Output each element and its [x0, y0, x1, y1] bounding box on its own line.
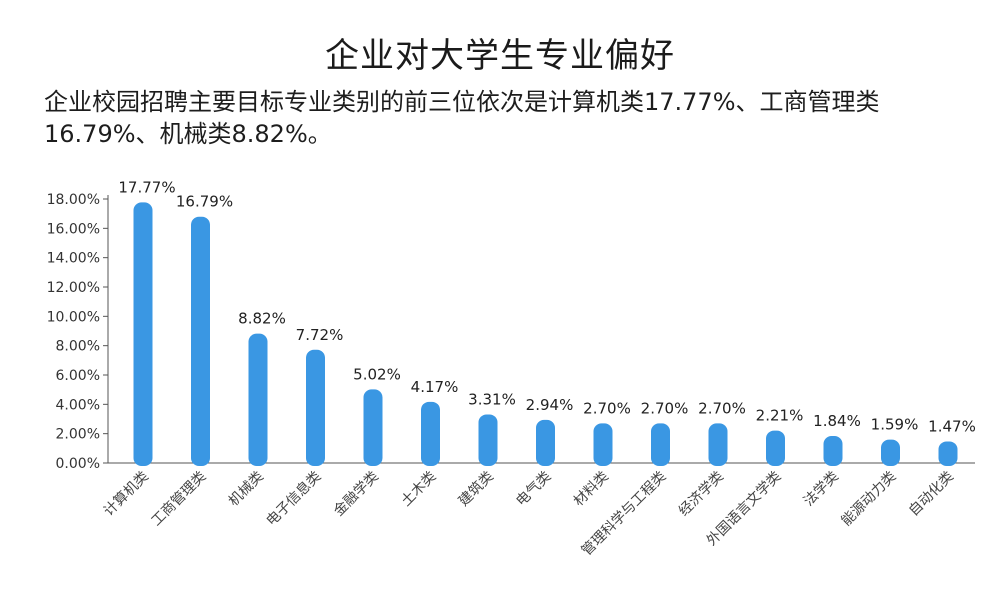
bar: [823, 436, 843, 466]
y-tick-label: 0.00%: [56, 456, 100, 472]
y-tick-label: 18.00%: [47, 192, 100, 208]
x-tick-label: 能源动力类: [839, 469, 900, 530]
bar: [248, 333, 268, 466]
chart-subtitle: 企业校园招聘主要目标专业类别的前三位依次是计算机类17.77%、工商管理类16.…: [44, 88, 880, 148]
x-tick-label: 机械类: [226, 469, 267, 510]
bar: [536, 419, 555, 466]
bar: [421, 401, 440, 466]
x-tick-label: 土木类: [398, 469, 439, 510]
bar: [708, 423, 728, 466]
data-label: 1.59%: [871, 416, 919, 434]
x-tick-label: 电气类: [513, 469, 554, 510]
x-tick-label: 材料类: [571, 469, 612, 510]
y-tick-label: 8.00%: [56, 339, 100, 355]
y-tick-label: 16.00%: [47, 221, 100, 237]
data-label: 5.02%: [353, 365, 401, 383]
data-label: 2.70%: [583, 399, 631, 417]
bar: [593, 423, 613, 466]
x-tick-label: 计算机类: [101, 469, 152, 520]
bar: [306, 349, 325, 466]
y-tick-label: 4.00%: [56, 397, 100, 413]
data-label: 2.94%: [526, 396, 574, 414]
bar: [938, 441, 958, 466]
data-label: 7.72%: [296, 326, 344, 344]
x-tick-label: 经济学类: [676, 469, 727, 520]
bar: [651, 423, 670, 466]
data-label: 17.77%: [118, 178, 175, 196]
chart-title: 企业对大学生专业偏好: [325, 36, 675, 76]
bar: [478, 414, 498, 466]
x-tick-label: 自动化类: [906, 469, 957, 520]
bar: [766, 430, 785, 466]
y-tick-label: 10.00%: [47, 309, 100, 325]
data-label: 1.84%: [813, 412, 861, 430]
bar: [133, 202, 153, 466]
data-label: 8.82%: [238, 310, 286, 328]
bar: [881, 439, 900, 466]
value-labels: 17.77%16.79% 8.82% 7.72% 5.02% 4.17% 3.31% 2.9…: [118, 178, 975, 435]
x-tick-label: 工商管理类: [149, 469, 210, 530]
x-tick-label: 建筑类: [456, 469, 497, 510]
bar: [363, 389, 383, 466]
y-tick-label: 6.00%: [56, 368, 100, 384]
x-tick-label: 金融学类: [331, 469, 382, 520]
bar-chart: 0.00% 2.00% 4.00% 6.00% 8.00% 10.00% 12.00% 14.…: [47, 178, 976, 559]
bar: [191, 216, 210, 466]
y-tick-label: 14.00%: [47, 251, 100, 267]
bars: [133, 202, 958, 466]
data-label: 2.70%: [698, 399, 746, 417]
x-tick-label: 电子信息类: [263, 468, 325, 530]
data-label: 16.79%: [176, 193, 233, 211]
data-label: 2.70%: [641, 399, 689, 417]
data-label: 2.21%: [756, 407, 804, 425]
data-label: 4.17%: [411, 378, 459, 396]
data-label: 1.47%: [928, 417, 976, 435]
y-tick-label: 2.00%: [56, 427, 100, 443]
y-tick-label: 12.00%: [47, 280, 100, 296]
data-label: 3.31%: [468, 390, 516, 408]
x-tick-label: 法学类: [801, 469, 842, 510]
